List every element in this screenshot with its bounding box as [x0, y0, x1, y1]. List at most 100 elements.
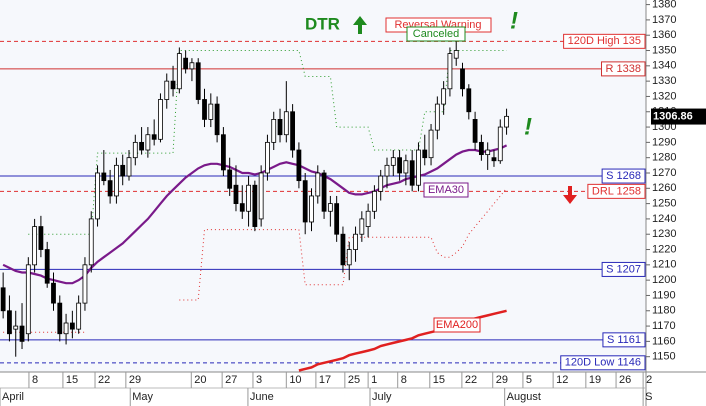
- candle-body: [227, 169, 233, 189]
- candle-body: [114, 164, 119, 197]
- candle-body: [95, 172, 100, 220]
- month-label: May: [132, 391, 153, 403]
- candle-body: [340, 233, 346, 266]
- candle-body: [126, 157, 132, 177]
- y-tick-label: 1150: [652, 351, 676, 363]
- x-tick-label: 29: [129, 374, 141, 386]
- y-tick-label: 1200: [652, 274, 676, 286]
- x-tick-label: 2: [646, 374, 652, 386]
- level-label-box: [560, 355, 646, 371]
- x-tick-label: 20: [194, 374, 206, 386]
- level-label-box: [601, 168, 646, 184]
- candle-body: [88, 218, 94, 266]
- candle-body: [378, 175, 384, 192]
- y-tick-label: 1240: [652, 213, 676, 225]
- band-line: [3, 187, 507, 333]
- candle-body: [403, 160, 409, 174]
- candle-body: [13, 325, 19, 330]
- candle-body: [460, 68, 465, 90]
- month-label: August: [507, 391, 541, 403]
- y-tick-label: 1330: [652, 75, 676, 87]
- y-tick-label: 1190: [652, 289, 676, 301]
- candle-body: [69, 322, 75, 330]
- y-tick-label: 1350: [652, 44, 676, 56]
- y-tick-label: 1380: [652, 0, 676, 10]
- candle-body: [504, 115, 509, 128]
- candle-body: [51, 282, 56, 304]
- candle-body: [63, 322, 69, 335]
- x-tick-label: 26: [619, 374, 631, 386]
- canceled-label: Canceled: [413, 28, 459, 40]
- candle-body: [107, 180, 113, 197]
- candle-body: [32, 226, 38, 266]
- candle-body: [265, 141, 270, 174]
- y-tick-label: 1220: [652, 243, 676, 255]
- level-label: 120D High 135: [568, 35, 641, 47]
- candle-body: [57, 302, 63, 335]
- candle-body: [208, 103, 214, 120]
- candle-body: [164, 80, 170, 100]
- month-label: S: [645, 391, 652, 403]
- candle-body: [195, 62, 201, 100]
- level-label: S 1161: [607, 334, 641, 346]
- x-tick-label: 10: [289, 374, 301, 386]
- candle-body: [19, 325, 25, 342]
- candle-body: [327, 203, 333, 212]
- x-tick-label: 8: [401, 374, 407, 386]
- candle-body: [372, 190, 377, 212]
- y-tick-label: 1270: [652, 167, 676, 179]
- candle-body: [239, 203, 245, 212]
- candle-body: [258, 172, 264, 220]
- candle-body: [353, 233, 358, 250]
- candle-body: [76, 302, 82, 330]
- month-label: April: [2, 391, 24, 403]
- candle-body: [390, 157, 396, 166]
- axis-background: [646, 0, 706, 406]
- canceled-box: [406, 26, 466, 42]
- candle-body: [397, 157, 402, 174]
- x-tick-label: 19: [589, 374, 601, 386]
- y-tick-label: 1320: [652, 90, 676, 102]
- candle-body: [384, 164, 390, 177]
- y-tick-label: 1280: [652, 152, 676, 164]
- x-tick-label: 8: [32, 374, 38, 386]
- level-label-box: [587, 183, 646, 199]
- candle-body: [277, 119, 283, 136]
- ema30-label: EMA30: [428, 184, 464, 196]
- candle-body: [453, 50, 459, 59]
- candle-body: [346, 249, 352, 266]
- y-tick-label: 1250: [652, 198, 676, 210]
- y-tick-label: 1170: [652, 320, 676, 332]
- candle-body: [220, 134, 226, 171]
- candle-body: [0, 287, 6, 312]
- candle-body: [176, 53, 182, 90]
- candle-body: [447, 53, 453, 90]
- candle-body: [416, 149, 421, 186]
- ema200-label: EMA200: [436, 319, 478, 331]
- y-tick-label: 1160: [652, 335, 676, 347]
- x-tick-label: 29: [496, 374, 508, 386]
- x-tick-label: 22: [98, 374, 110, 386]
- candle-body: [491, 157, 497, 162]
- down-arrow: [563, 186, 577, 204]
- candle-body: [497, 126, 503, 162]
- level-label-box: [601, 261, 646, 277]
- candle-body: [365, 210, 371, 227]
- candle-body: [271, 119, 277, 143]
- candle-body: [334, 203, 340, 235]
- candle-body: [434, 103, 440, 131]
- candle-body: [283, 111, 289, 136]
- candle-body: [441, 88, 447, 105]
- candle-body: [478, 141, 484, 156]
- candle-body: [246, 184, 251, 212]
- candle-body: [7, 310, 12, 335]
- x-tick-label: 25: [348, 374, 360, 386]
- candle-body: [472, 119, 478, 143]
- x-tick-label: 5: [526, 374, 532, 386]
- candle-body: [189, 62, 195, 70]
- candle-body: [309, 195, 314, 223]
- dtr-label: DTR: [305, 14, 340, 33]
- alert-mark: !: [510, 7, 518, 34]
- x-tick-label: 12: [556, 374, 568, 386]
